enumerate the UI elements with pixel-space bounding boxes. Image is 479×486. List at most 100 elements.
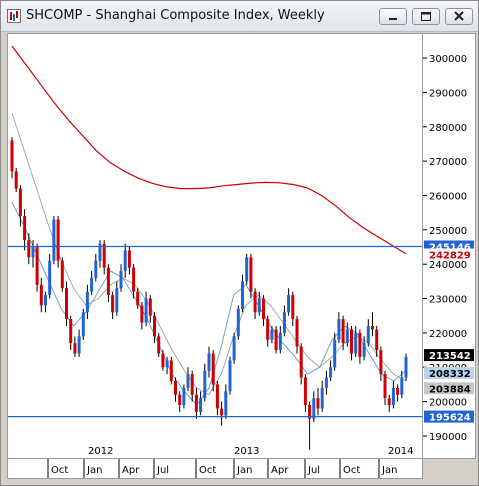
restore-icon	[421, 12, 431, 21]
candle-body	[18, 188, 22, 217]
candle-body	[211, 353, 215, 385]
candle-body	[371, 326, 374, 330]
value-tag-label: 195624	[429, 413, 471, 424]
candle-body	[282, 312, 286, 333]
candle-body	[127, 250, 131, 268]
candle-body	[396, 387, 400, 395]
candle-body	[194, 394, 198, 412]
candle-body	[60, 260, 64, 289]
minimize-button[interactable]	[379, 8, 407, 25]
candle-body	[207, 353, 211, 371]
y-tick-label: 250000	[429, 226, 467, 237]
title-bar[interactable]: SHCOMP - Shanghai Composite Index, Weekl…	[1, 1, 478, 32]
candle-body	[14, 171, 18, 189]
value-tag-label: 213542	[429, 351, 471, 362]
x-month-label: Jul	[307, 465, 320, 476]
candle-body	[102, 243, 106, 268]
candle-body	[303, 377, 307, 405]
candle-body	[186, 374, 190, 388]
x-month-label: Apr	[122, 465, 140, 476]
candle-body	[345, 329, 349, 344]
value-tag-label: 203884	[429, 384, 471, 395]
candle-body	[320, 387, 324, 409]
candle-body	[329, 367, 333, 378]
candle-body	[119, 271, 123, 289]
candle-body	[140, 305, 144, 323]
candle-body	[299, 346, 303, 378]
candle-body	[56, 219, 60, 261]
candle-body	[362, 343, 366, 357]
close-button[interactable]	[445, 8, 473, 25]
candle-body	[157, 336, 161, 354]
y-tick-label: 290000	[429, 88, 467, 99]
candle-body	[270, 329, 274, 340]
candle-body	[65, 288, 68, 320]
restore-button[interactable]	[412, 8, 440, 25]
candle-body	[337, 319, 341, 340]
candle-body	[366, 326, 370, 344]
window-title: SHCOMP - Shanghai Composite Index, Weekl…	[26, 8, 325, 23]
candle-body	[278, 332, 282, 351]
candle-body	[35, 247, 39, 285]
candle-body	[295, 319, 299, 347]
candle-body	[44, 295, 47, 306]
y-tick-label: 280000	[429, 123, 467, 134]
candle-body	[148, 298, 152, 316]
candle-body	[249, 257, 253, 292]
candle-body	[115, 288, 119, 313]
candle-body	[236, 308, 240, 337]
candle-body	[291, 295, 295, 320]
value-tag	[424, 367, 474, 379]
x-month-label: Apr	[271, 465, 289, 476]
candle-body	[224, 391, 228, 416]
candle-body	[69, 319, 73, 344]
candle-body	[73, 343, 77, 354]
candle-body	[308, 405, 312, 419]
candle-body	[153, 315, 156, 337]
x-month-label: Jan	[86, 465, 102, 476]
candle-body	[257, 298, 261, 313]
candle-body	[81, 312, 85, 337]
candle-body	[77, 336, 81, 354]
price-plot-area[interactable]: 2012 2013 2014	[7, 33, 423, 459]
x-month-label: Oct	[199, 465, 216, 476]
candle-body	[136, 291, 140, 306]
candle-body	[341, 319, 345, 344]
y-tick-label: 240000	[429, 260, 467, 271]
candle-body	[174, 381, 177, 395]
x-year-label: 2014	[388, 446, 413, 457]
x-month-label: Oct	[343, 465, 360, 476]
candle-body	[379, 350, 383, 375]
value-tag	[424, 349, 474, 362]
candle-body	[48, 260, 52, 296]
candle-body	[27, 240, 31, 258]
candle-body	[232, 336, 236, 361]
candle-body	[400, 377, 404, 395]
x-month-label: Jan	[236, 465, 252, 476]
moving-average-line-1	[11, 45, 407, 255]
value-tag-label: 242829	[429, 251, 471, 262]
candle-body	[199, 398, 203, 412]
candle-body	[39, 284, 43, 306]
candle-body	[169, 360, 173, 381]
candle-body	[333, 339, 337, 368]
x-year-label: 2013	[234, 446, 259, 457]
x-month-label: Oct	[51, 465, 68, 476]
candle-body	[262, 298, 265, 320]
candle-body	[266, 319, 270, 340]
time-axis: Oct Jan Apr Jul Oct Jan Apr Jul Oct Jan	[7, 459, 423, 479]
minimize-icon	[389, 18, 397, 20]
candle-body	[178, 394, 182, 405]
candle-body	[203, 370, 207, 399]
candle-body	[85, 291, 89, 313]
candle-body	[98, 243, 102, 261]
candle-body	[215, 384, 219, 409]
candle-body	[52, 219, 56, 261]
candle-body	[220, 408, 224, 416]
candle-body	[287, 295, 291, 313]
y-tick-label: 220000	[429, 329, 467, 340]
candle-body	[253, 291, 257, 313]
candle-body	[354, 332, 358, 354]
candle-body	[387, 398, 391, 406]
